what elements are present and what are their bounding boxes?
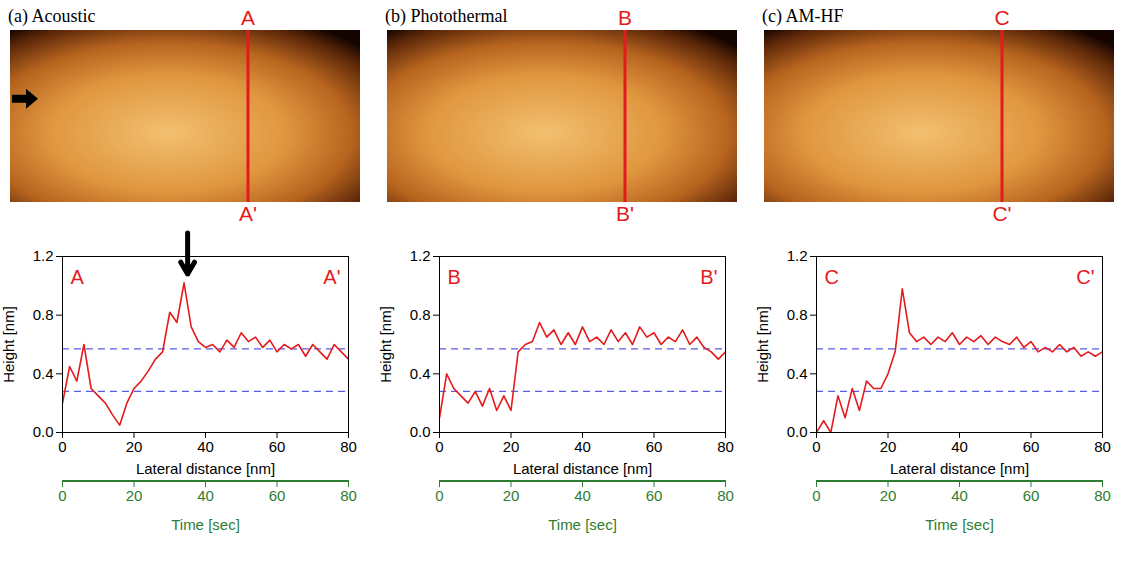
svg-text:Time [sec]: Time [sec] <box>925 516 994 533</box>
svg-text:B': B' <box>700 266 717 288</box>
svg-text:0.4: 0.4 <box>410 365 431 382</box>
svg-text:20: 20 <box>503 438 520 455</box>
svg-text:0.4: 0.4 <box>787 365 808 382</box>
svg-text:Time [sec]: Time [sec] <box>548 516 617 533</box>
svg-text:A: A <box>71 266 85 288</box>
svg-text:0: 0 <box>435 438 443 455</box>
html-text:B': B' <box>616 202 634 225</box>
svg-text:40: 40 <box>197 487 214 504</box>
svg-text:80: 80 <box>340 487 357 504</box>
svg-text:Time [sec]: Time [sec] <box>171 516 240 533</box>
svg-text:0: 0 <box>812 438 820 455</box>
svg-text:Height [nm]: Height [nm] <box>377 306 394 383</box>
svg-text:80: 80 <box>340 438 357 455</box>
svg-text:Height [nm]: Height [nm] <box>0 306 17 383</box>
svg-text:80: 80 <box>717 438 734 455</box>
svg-text:0.8: 0.8 <box>787 306 808 323</box>
svg-text:40: 40 <box>574 487 591 504</box>
svg-text:0: 0 <box>812 487 820 504</box>
html-text:(b) Photothermal: (b) Photothermal <box>385 6 508 26</box>
html-text:(a) Acoustic: (a) Acoustic <box>8 6 96 26</box>
svg-text:Lateral distance [nm]: Lateral distance [nm] <box>890 460 1029 477</box>
svg-text:B: B <box>448 266 461 288</box>
svg-text:20: 20 <box>503 487 520 504</box>
html-text:A': A' <box>239 202 257 225</box>
svg-text:0.4: 0.4 <box>33 365 54 382</box>
svg-text:20: 20 <box>880 438 897 455</box>
svg-text:60: 60 <box>1023 487 1040 504</box>
svg-text:0: 0 <box>435 487 443 504</box>
svg-text:40: 40 <box>197 438 214 455</box>
svg-text:80: 80 <box>717 487 734 504</box>
svg-text:Height [nm]: Height [nm] <box>754 306 771 383</box>
svg-text:Lateral distance [nm]: Lateral distance [nm] <box>513 460 652 477</box>
html-text:A: A <box>241 6 255 29</box>
html-text:C': C' <box>992 202 1012 225</box>
svg-text:A': A' <box>323 266 340 288</box>
svg-text:60: 60 <box>646 438 663 455</box>
svg-text:60: 60 <box>1023 438 1040 455</box>
svg-text:C: C <box>825 266 839 288</box>
svg-text:0.8: 0.8 <box>410 306 431 323</box>
svg-text:0: 0 <box>58 487 66 504</box>
svg-text:1.2: 1.2 <box>787 247 808 264</box>
svg-text:60: 60 <box>646 487 663 504</box>
svg-text:0: 0 <box>58 438 66 455</box>
svg-text:0.0: 0.0 <box>787 423 808 440</box>
svg-text:40: 40 <box>951 487 968 504</box>
svg-text:0.8: 0.8 <box>33 306 54 323</box>
svg-text:60: 60 <box>269 487 286 504</box>
html-text:(c) AM-HF: (c) AM-HF <box>762 6 844 26</box>
svg-text:1.2: 1.2 <box>33 247 54 264</box>
svg-text:Lateral distance [nm]: Lateral distance [nm] <box>136 460 275 477</box>
html-text:C: C <box>994 6 1010 29</box>
svg-text:20: 20 <box>126 487 143 504</box>
svg-text:0.0: 0.0 <box>33 423 54 440</box>
svg-text:C': C' <box>1076 266 1094 288</box>
svg-text:20: 20 <box>880 487 897 504</box>
svg-text:40: 40 <box>574 438 591 455</box>
svg-text:80: 80 <box>1094 487 1111 504</box>
html-text:B: B <box>618 6 632 29</box>
svg-text:20: 20 <box>126 438 143 455</box>
svg-text:80: 80 <box>1094 438 1111 455</box>
svg-text:60: 60 <box>269 438 286 455</box>
svg-text:40: 40 <box>951 438 968 455</box>
svg-text:0.0: 0.0 <box>410 423 431 440</box>
svg-text:1.2: 1.2 <box>410 247 431 264</box>
